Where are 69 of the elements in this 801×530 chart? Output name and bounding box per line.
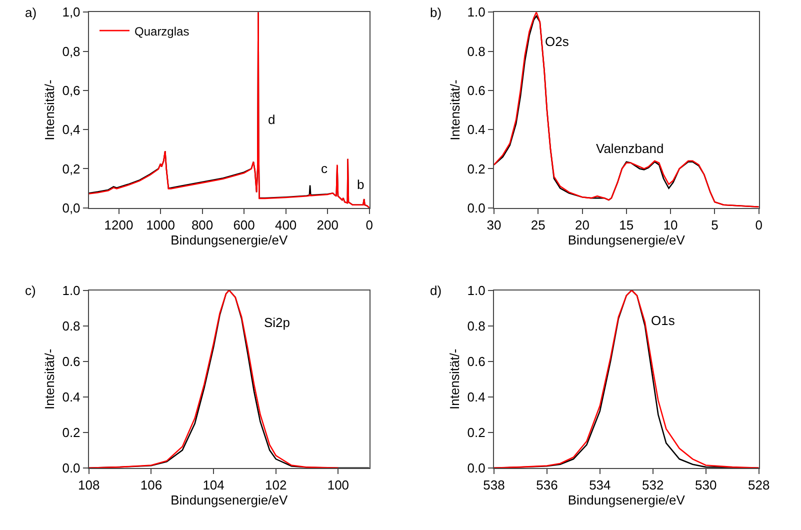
- y-tick-label: 0,8: [62, 44, 80, 59]
- legend-label: Quarzglas: [134, 24, 190, 38]
- x-tick-label: 106: [140, 478, 162, 493]
- x-axis-title: Bindungsenergie/eV: [170, 492, 288, 508]
- x-tick-label: 0: [366, 217, 373, 232]
- y-axis-title: Intensität/-: [42, 80, 58, 140]
- x-tick-label: 1200: [104, 217, 134, 232]
- y-tick-label: 0.6: [467, 82, 486, 98]
- x-tick-label: 30: [486, 217, 502, 232]
- y-axis-title: Intensität/-: [42, 348, 58, 410]
- y-tick-label: 0.6: [467, 354, 486, 369]
- text: b): [430, 5, 442, 20]
- y-tick-label: 0.2: [467, 424, 486, 440]
- y-tick-label: 0,2: [62, 161, 80, 176]
- y-tick-label: 0,4: [62, 122, 80, 138]
- y-tick-label: 0.4: [467, 389, 486, 404]
- x-axis-title: Bindungsenergie/eV: [170, 232, 288, 248]
- x-tick-label: 1000: [146, 217, 175, 232]
- y-tick-label: 0.0: [467, 460, 486, 476]
- y-tick-label: 0.4: [62, 389, 80, 404]
- x-tick-label: 5: [711, 217, 718, 232]
- annotation: b: [357, 177, 364, 192]
- y-axis-title: Intensität/-: [447, 348, 462, 410]
- x-tick-label: 108: [78, 478, 100, 493]
- text: d): [430, 283, 442, 298]
- x-tick-label: 10: [663, 217, 678, 232]
- y-tick-label: 0.2: [467, 161, 486, 176]
- y-tick-label: 0.8: [467, 44, 486, 59]
- y-tick-label: 0.8: [62, 318, 80, 334]
- x-axis-title: Bindungsenergie/eV: [568, 232, 686, 248]
- y-tick-label: 0.6: [62, 354, 80, 369]
- annotation: d: [268, 112, 276, 127]
- x-tick-label: 20: [575, 217, 590, 232]
- annotation: O1s: [651, 313, 676, 328]
- x-tick-label: 100: [327, 478, 350, 493]
- x-tick-label: 15: [619, 217, 634, 232]
- x-tick-label: 536: [536, 478, 558, 493]
- y-tick-label: 0.8: [467, 318, 486, 334]
- x-axis-title: Bindungsenergie/eV: [568, 492, 686, 508]
- x-tick-label: 532: [642, 478, 664, 493]
- x-tick-label: 200: [316, 217, 338, 232]
- y-tick-label: 0.4: [467, 122, 486, 138]
- y-tick-label: 0,6: [62, 82, 80, 98]
- y-tick-label: 1.0: [467, 4, 486, 20]
- y-tick-label: 1.0: [62, 282, 80, 298]
- y-tick-label: 1,0: [62, 4, 80, 20]
- x-tick-label: 400: [274, 217, 297, 232]
- x-tick-label: 800: [191, 217, 214, 232]
- y-tick-label: 1.0: [467, 282, 486, 298]
- annotation: Valenzband: [596, 141, 664, 156]
- x-tick-label: 530: [695, 478, 717, 493]
- annotation: c: [321, 161, 328, 176]
- x-tick-label: 538: [483, 478, 505, 493]
- text: c): [25, 283, 36, 298]
- annotation: Si2p: [264, 315, 290, 330]
- text: a): [25, 5, 37, 20]
- y-axis-title: Intensität/-: [447, 80, 462, 140]
- x-tick-label: 104: [202, 478, 224, 493]
- y-tick-label: 0.2: [62, 424, 80, 440]
- annotation: O2s: [545, 34, 570, 49]
- x-tick-label: 534: [589, 478, 611, 493]
- x-tick-label: 528: [748, 478, 770, 493]
- y-tick-label: 0.0: [62, 460, 80, 476]
- x-tick-label: 600: [233, 217, 255, 232]
- x-tick-label: 25: [530, 217, 546, 232]
- y-tick-label: 0.0: [467, 200, 486, 216]
- y-tick-label: 0,0: [62, 200, 80, 216]
- x-tick-label: 102: [265, 478, 287, 493]
- x-tick-label: 0: [755, 217, 762, 232]
